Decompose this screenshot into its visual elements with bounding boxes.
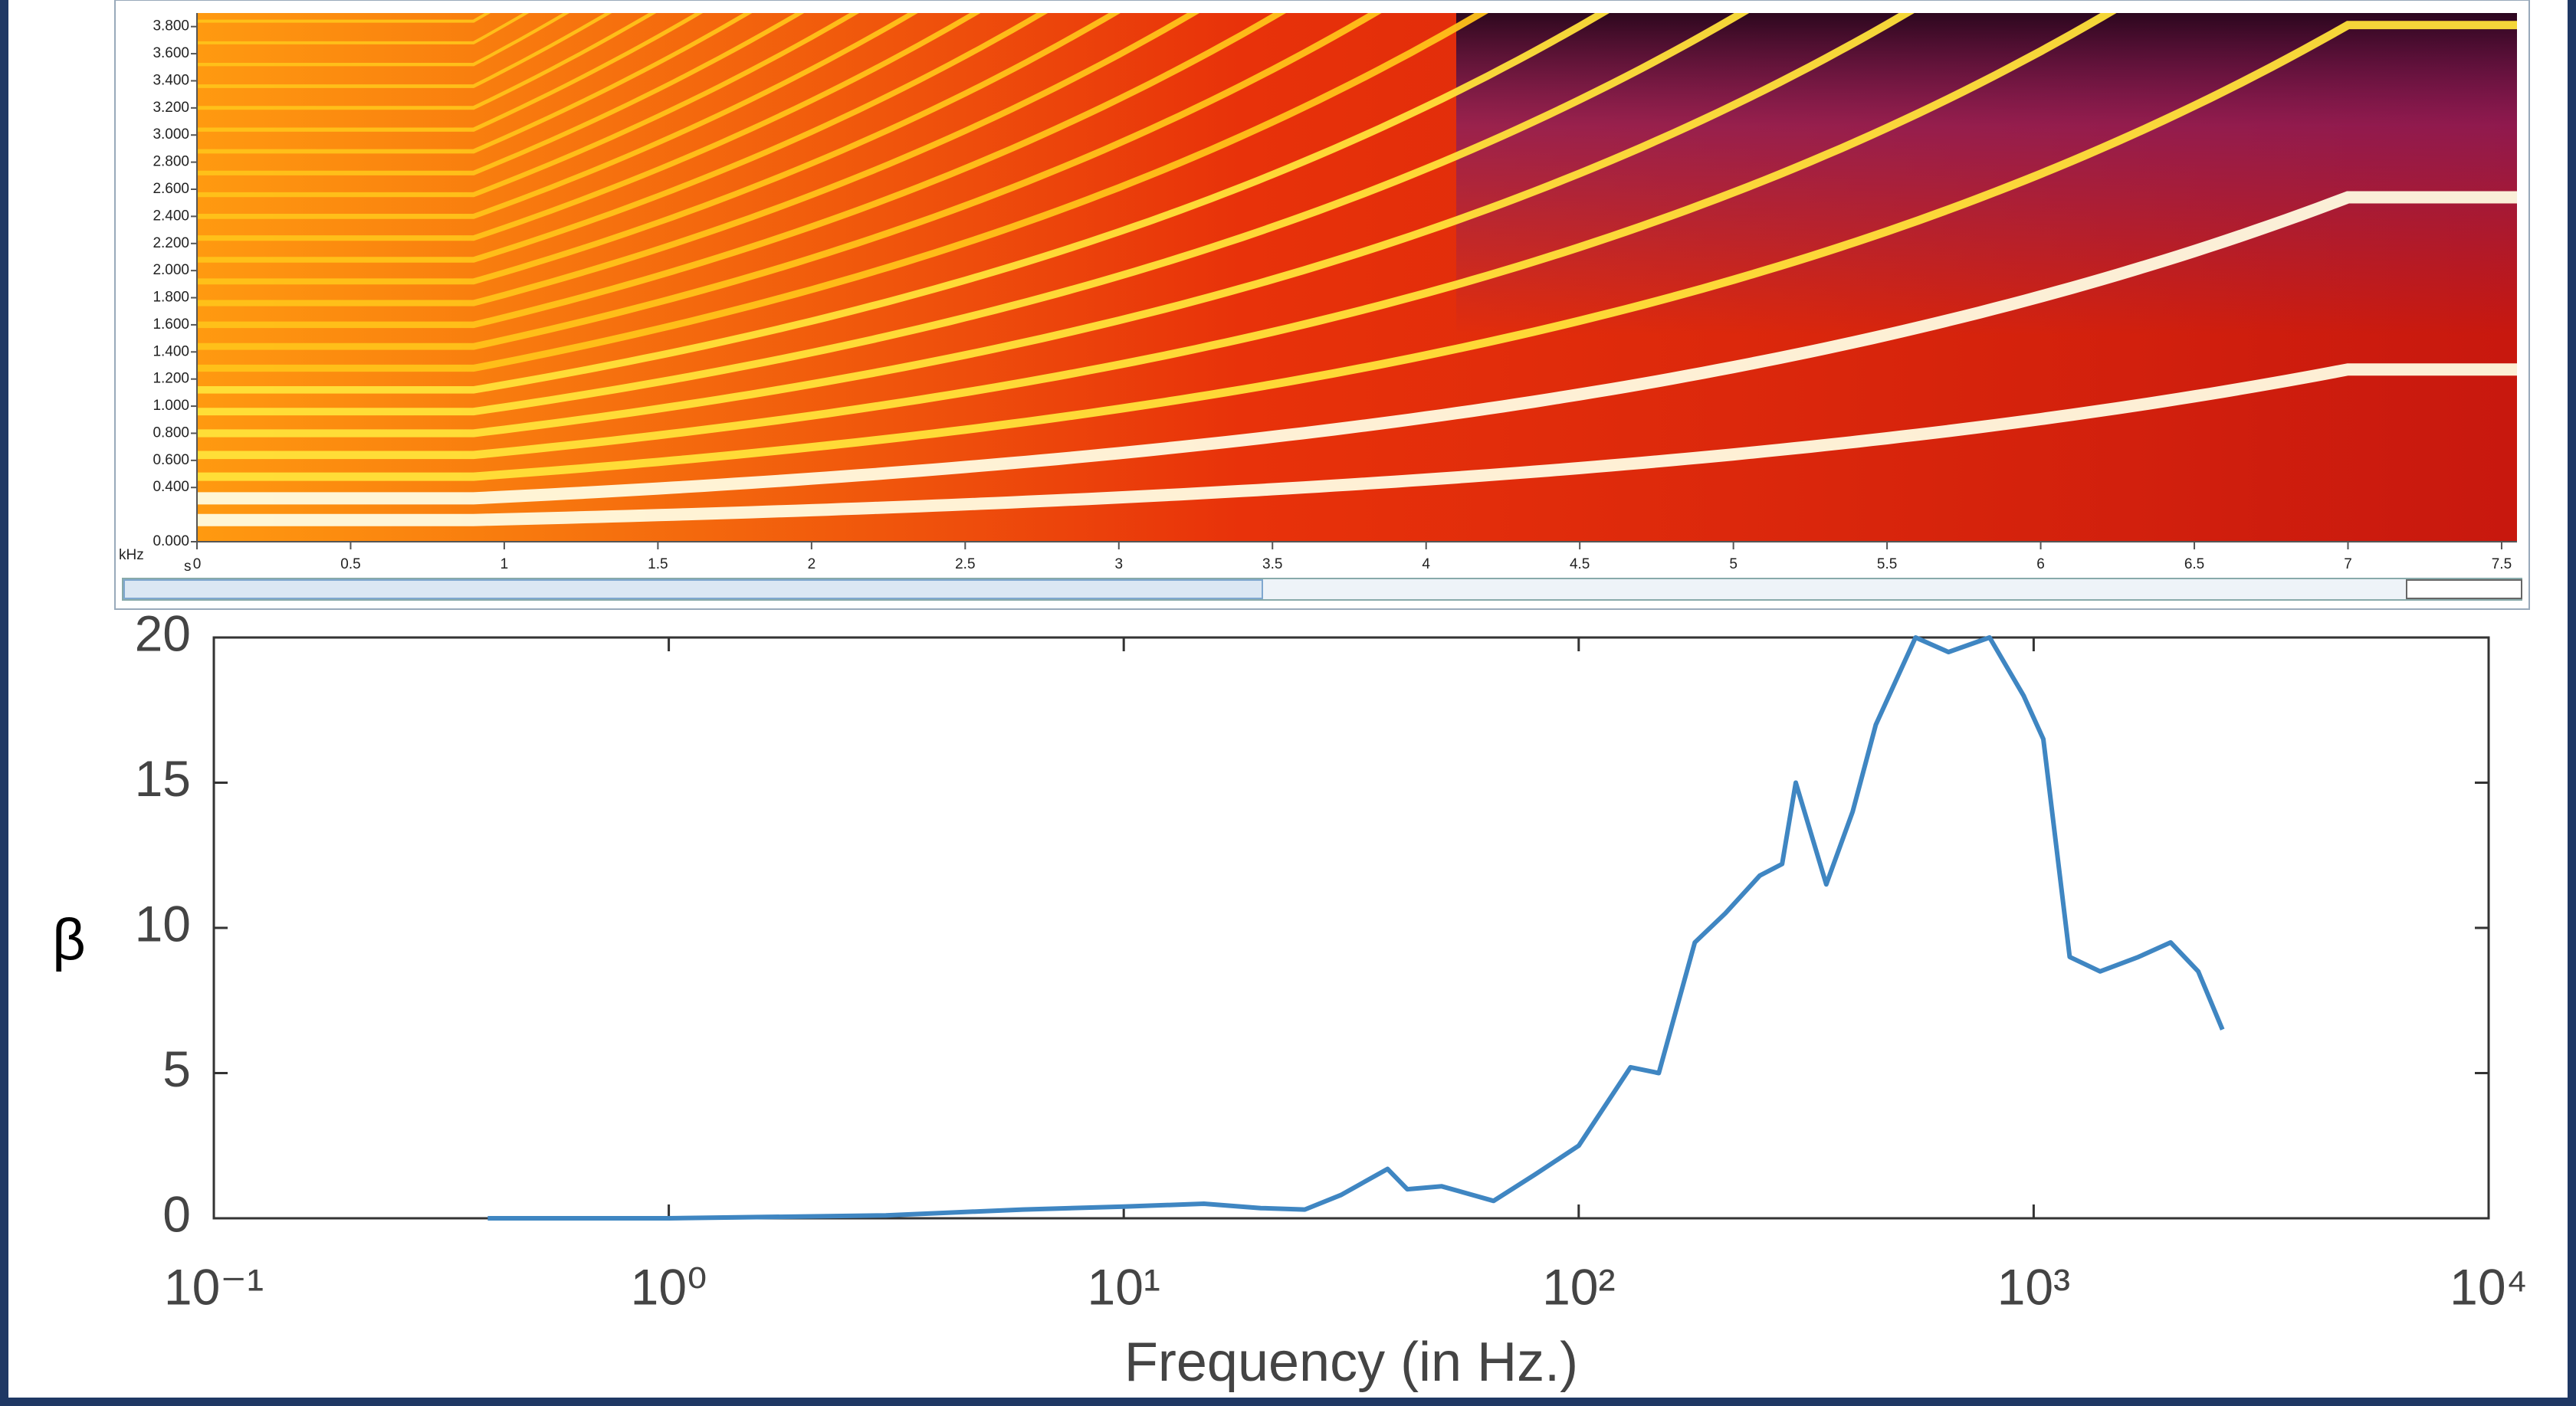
y-tick-label: 1.800 [153,290,189,306]
x-tick-label: 2.5 [955,556,975,572]
harmonic [197,13,1750,416]
y-tick-label: 2.000 [153,262,189,278]
x-tick-label: 6.5 [2184,556,2204,572]
y-tick-label: 5 [162,1041,191,1097]
harmonic [197,13,860,198]
x-unit-label: s [184,559,192,575]
y-tick-label: 0.400 [153,479,189,495]
y-tick-label: 2.400 [153,208,189,224]
x-tick-label: 3 [1114,556,1123,572]
y-tick-label: 0 [162,1185,191,1242]
harmonic [197,13,1286,329]
harmonic [197,13,805,175]
harmonic [197,13,1488,372]
y-tick-label: 0.000 [153,533,189,549]
harmonic [197,13,918,219]
spectrogram-harmonics [197,13,2517,526]
y-tick-label: 3.000 [153,126,189,143]
x-tick-label: 1.5 [648,556,668,572]
harmonic [197,13,1048,263]
harmonic [197,13,753,154]
x-tick-label: 1 [500,556,509,572]
y-tick-label: 1.600 [153,316,189,333]
x-tick-label: 10³ [1997,1258,2070,1315]
x-tick-label: 0 [193,556,202,572]
y-tick-label: 3.800 [153,18,189,34]
x-tick-label: 4 [1422,556,1430,572]
x-tick-label: 7.5 [2492,556,2512,572]
harmonic [197,21,2517,481]
y-tick-label: 2.600 [153,181,189,197]
harmonic [197,363,2517,526]
zoom-buttons[interactable] [2406,579,2522,599]
y-tick-label: 3.600 [153,45,189,61]
harmonic [197,13,1382,350]
spectrogram-dark-region [1456,13,2517,335]
x-tick-label: 6 [2036,556,2045,572]
x-tick-label: 10⁴ [2450,1258,2528,1315]
harmonic [197,13,981,241]
x-tick-label: 10⁰ [631,1258,707,1315]
x-tick-label: 10¹ [1088,1258,1160,1315]
y-tick-label: 1.000 [153,398,189,414]
harmonic [197,13,1121,285]
data-line [487,635,2225,1221]
y-tick-label: 20 [135,605,191,661]
x-tick-label: 10² [1542,1258,1615,1315]
y-tick-label: 15 [135,750,191,807]
x-tick-label: 7 [2344,556,2352,572]
harmonic [197,13,1610,394]
harmonic [197,13,1199,306]
x-tick-label: 3.5 [1262,556,1282,572]
x-tick-label: 4.5 [1570,556,1590,572]
x-axis-label: Frequency (in Hz.) [1124,1332,1578,1393]
x-tick-label: 2 [808,556,816,572]
y-tick-label: 0.600 [153,452,189,468]
y-tick-label: 2.800 [153,154,189,170]
y-tick-label: 3.400 [153,72,189,88]
y-tick-label: 3.200 [153,100,189,116]
y-tick-label: 1.200 [153,371,189,387]
y-axis-label: β [52,907,86,972]
harmonic [197,13,657,110]
y-tick-label: 2.200 [153,235,189,251]
harmonic [197,13,612,88]
x-tick-label: 0.5 [340,556,360,572]
harmonic [197,13,1915,438]
harmonic [197,191,2517,505]
y-tick-label: 0.800 [153,424,189,441]
x-tick-label: 10⁻¹ [164,1258,264,1315]
harmonic [197,13,704,132]
scroll-thumb[interactable] [123,579,1263,599]
y-tick-label: 1.400 [153,343,189,359]
x-tick-label: 5 [1729,556,1738,572]
harmonic [197,13,2117,460]
x-tick-label: 5.5 [1877,556,1897,572]
y-tick-label: 10 [135,895,191,952]
y-unit-label: kHz [119,547,144,563]
